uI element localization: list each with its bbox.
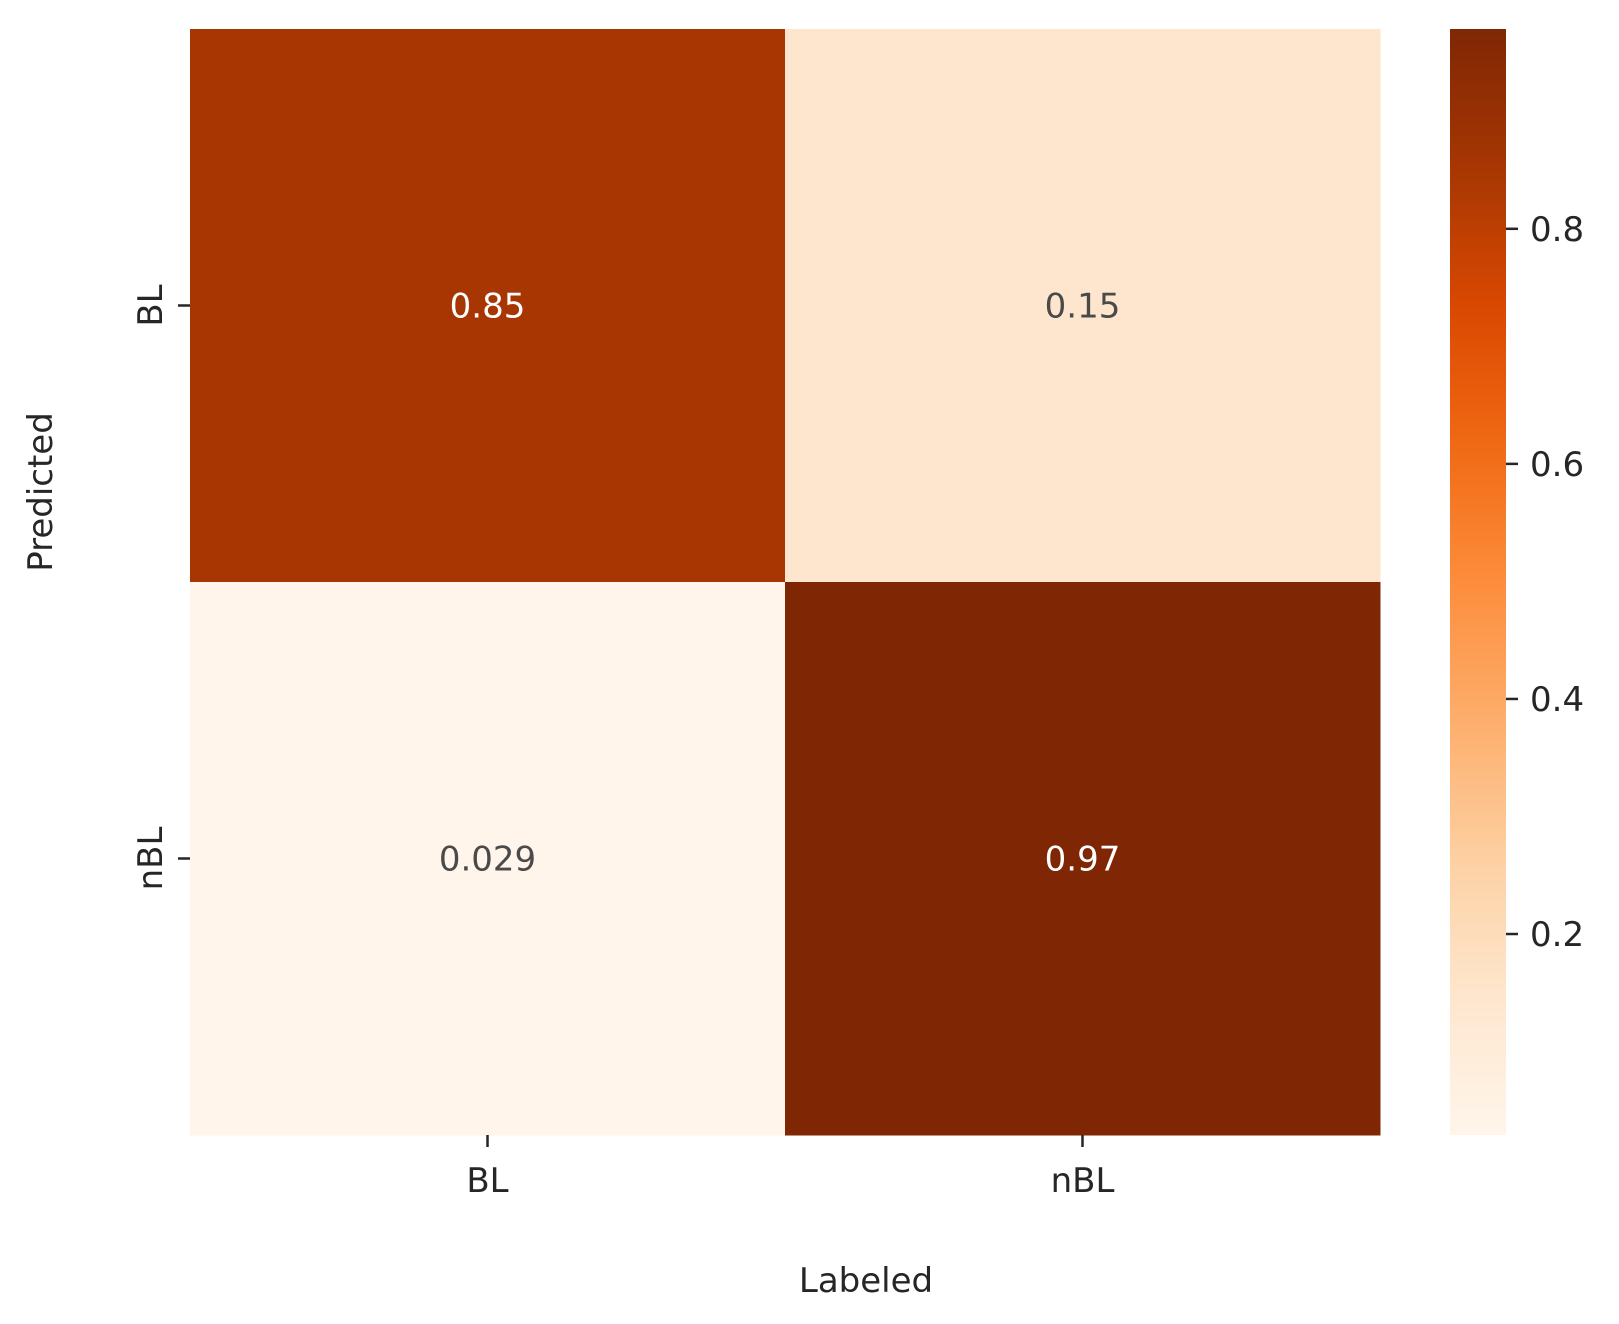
cell-value-labels: 0.85 0.15 0.029 0.97 [439,287,1121,880]
colorbar: 0.2 0.4 0.6 0.8 [1450,29,1584,1135]
cell-value-label: 0.97 [1045,840,1121,880]
y-tick-label: nBL [131,827,171,891]
cell-value-label: 0.029 [439,840,536,880]
colorbar-tick-label: 0.4 [1530,680,1584,720]
colorbar-tick-label: 0.8 [1530,210,1584,250]
heatmap-cell [190,582,786,1136]
heatmap-cell [785,29,1381,583]
colorbar-tick-label: 0.6 [1530,445,1584,485]
heatmap-cell [190,29,786,583]
x-axis-ticks: BL nBL [466,1135,1114,1201]
x-axis-label: Labeled [799,1261,933,1301]
colorbar-tick-label: 0.2 [1530,915,1584,955]
x-tick-label: nBL [1051,1161,1115,1201]
cell-value-label: 0.85 [450,287,526,327]
heatmap-cells [190,29,1381,1136]
y-axis-label: Predicted [21,412,61,572]
cell-value-label: 0.15 [1045,287,1121,327]
y-axis-ticks: BL nBL [131,284,190,890]
y-tick-label: BL [131,284,171,326]
colorbar-bar [1450,29,1506,1135]
heatmap-cell [785,582,1381,1136]
x-tick-label: BL [466,1161,508,1201]
colorbar-ticks: 0.2 0.4 0.6 0.8 [1506,210,1584,955]
